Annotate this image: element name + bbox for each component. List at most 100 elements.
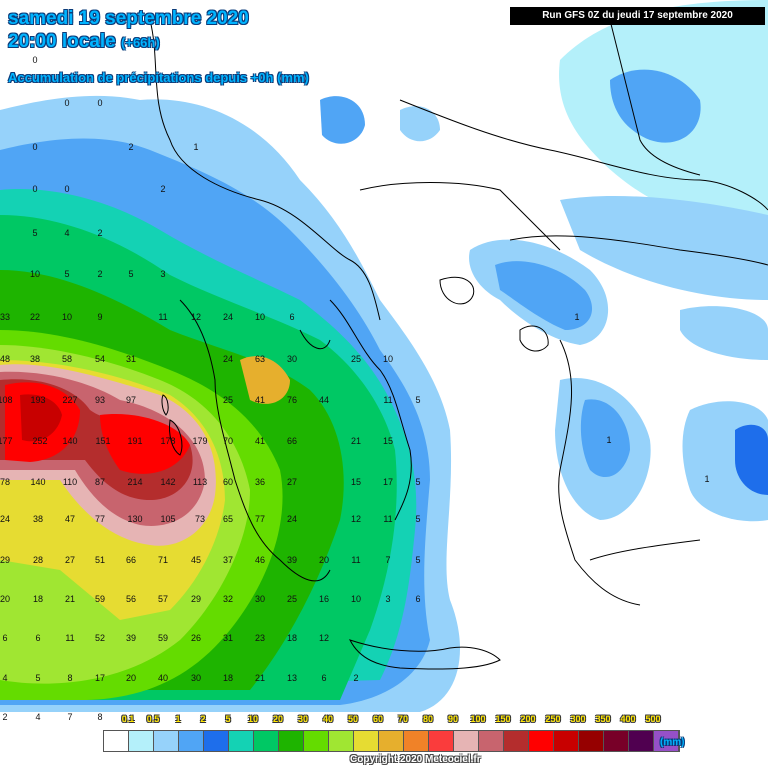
legend-swatch	[154, 731, 179, 751]
grid-value: 77	[255, 514, 265, 524]
legend-swatch	[379, 731, 404, 751]
grid-value: 31	[223, 633, 233, 643]
grid-value: 54	[95, 354, 105, 364]
legend-swatch	[104, 731, 129, 751]
legend-value: 1	[175, 714, 181, 724]
grid-value: 21	[351, 436, 361, 446]
coastlines	[149, 19, 768, 670]
legend-value: 0.5	[146, 714, 160, 724]
legend-swatch	[229, 731, 254, 751]
legend-swatch	[654, 731, 679, 751]
copyright: Copyright 2020 Meteociel.fr	[350, 754, 481, 765]
legend-value: 350	[595, 714, 611, 724]
grid-value: 51	[95, 555, 105, 565]
legend-value: 70	[397, 714, 409, 724]
grid-value: 44	[319, 395, 329, 405]
grid-value: 6	[321, 673, 326, 683]
grid-value: 252	[32, 436, 47, 446]
grid-value: 2	[97, 228, 102, 238]
grid-value: 15	[383, 436, 393, 446]
grid-value: 32	[223, 594, 233, 604]
grid-value: 59	[95, 594, 105, 604]
grid-value: 140	[30, 477, 45, 487]
grid-value: 57	[158, 594, 168, 604]
grid-value: 78	[0, 477, 10, 487]
grid-value: 18	[33, 594, 43, 604]
grid-value: 2	[128, 142, 133, 152]
legend-value: 30	[297, 714, 309, 724]
grid-value: 40	[158, 673, 168, 683]
grid-value: 6	[415, 594, 420, 604]
legend-unit: (mm)	[660, 737, 685, 748]
grid-value: 113	[193, 477, 207, 487]
grid-value: 5	[64, 269, 69, 279]
precip-shading	[0, 0, 768, 713]
legend-values: 0.1 0.5 1 2 5 10 20 30 40 50 60 70 80 90 100 150 200 250 3…	[100, 714, 661, 726]
grid-value: 59	[158, 633, 168, 643]
grid-value: 8	[67, 673, 72, 683]
grid-value: 0	[32, 55, 37, 65]
legend-swatch	[479, 731, 504, 751]
grid-value: 25	[351, 354, 361, 364]
legend-swatch	[204, 731, 229, 751]
grid-value: 31	[126, 354, 136, 364]
grid-value: 37	[223, 555, 233, 565]
grid-value: 10	[351, 594, 361, 604]
grid-value: 10	[255, 312, 265, 322]
grid-value: 16	[319, 594, 329, 604]
grid-value: 15	[351, 477, 361, 487]
grid-value: 21	[65, 594, 75, 604]
grid-value: 0	[97, 98, 102, 108]
grid-value: 5	[32, 228, 37, 238]
legend: 0.1 0.5 1 2 5 10 20 30 40 50 60 70 80 90 100 150 200 250 3…	[100, 714, 680, 754]
grid-value: 2	[97, 269, 102, 279]
legend-value: 200	[520, 714, 536, 724]
legend-swatch	[554, 731, 579, 751]
grid-value: 130	[127, 514, 142, 524]
grid-value: 20	[0, 594, 10, 604]
grid-value: 38	[30, 354, 40, 364]
legend-swatch	[329, 731, 354, 751]
grid-value: 11	[383, 395, 392, 405]
grid-value: 41	[255, 436, 265, 446]
legend-swatch	[429, 731, 454, 751]
grid-value: 60	[223, 477, 233, 487]
grid-value: 11	[383, 514, 392, 524]
grid-value: 178	[160, 436, 175, 446]
forecast-time-label: 20:00 locale	[8, 31, 116, 52]
legend-swatch	[604, 731, 629, 751]
legend-swatch	[129, 731, 154, 751]
grid-value: 1	[193, 142, 198, 152]
legend-swatch	[504, 731, 529, 751]
legend-color-bar	[103, 730, 680, 752]
grid-value: 10	[62, 312, 72, 322]
grid-value: 41	[255, 395, 265, 405]
grid-value: 12	[191, 312, 201, 322]
grid-value: 66	[287, 436, 297, 446]
grid-value: 87	[95, 477, 105, 487]
grid-value: 0	[64, 184, 69, 194]
legend-swatch	[529, 731, 554, 751]
legend-value: 500	[645, 714, 661, 724]
legend-value: 0.1	[121, 714, 135, 724]
grid-value: 29	[0, 555, 10, 565]
grid-value: 17	[95, 673, 105, 683]
legend-value: 300	[570, 714, 586, 724]
grid-value: 17	[383, 477, 393, 487]
grid-value: 20	[319, 555, 329, 565]
legend-swatch	[279, 731, 304, 751]
grid-value: 28	[33, 555, 43, 565]
grid-value: 21	[255, 673, 265, 683]
grid-value: 0	[32, 142, 37, 152]
legend-value: 2	[200, 714, 206, 724]
forecast-date: samedi 19 septembre 2020	[8, 8, 249, 29]
grid-value: 22	[30, 312, 40, 322]
grid-value: 63	[255, 354, 265, 364]
legend-swatch	[454, 731, 479, 751]
grid-value: 5	[128, 269, 133, 279]
grid-value: 8	[97, 712, 102, 722]
grid-value: 24	[223, 312, 233, 322]
grid-value: 25	[287, 594, 297, 604]
grid-value: 10	[30, 269, 40, 279]
grid-value: 5	[415, 555, 420, 565]
